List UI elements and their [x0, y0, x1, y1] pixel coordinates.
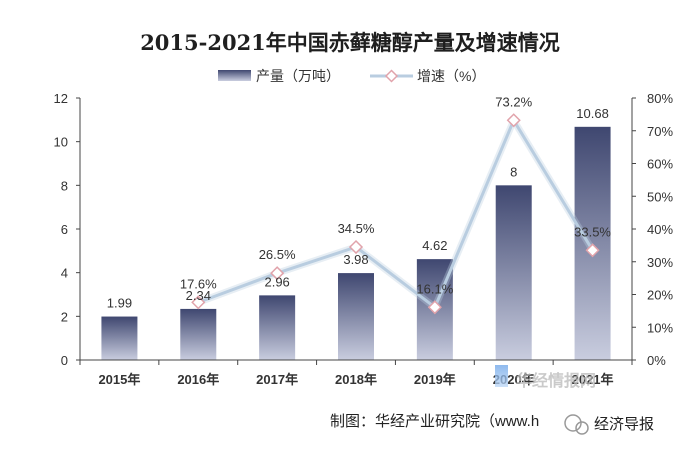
y-right-tick-label: 30% [647, 255, 673, 270]
chart-title: 2015-2021年中国赤藓糖醇产量及增速情况 [140, 30, 560, 55]
watermark-logo [495, 365, 508, 387]
growth-value-label: 33.5% [574, 224, 611, 239]
y-right-tick-label: 50% [647, 189, 673, 204]
bar-value-label: 8 [510, 164, 517, 179]
y-left-tick-label: 12 [54, 91, 68, 106]
legend-bar-label: 产量（万吨） [256, 68, 340, 84]
legend-line-marker [384, 69, 399, 83]
bar-5 [495, 185, 532, 360]
x-tick-label: 2021年 [572, 372, 614, 387]
bar-value-label: 3.98 [343, 252, 368, 267]
y-right-tick-label: 40% [647, 222, 673, 237]
watermark-site: 华经情报网 [516, 371, 596, 390]
bar-0 [101, 316, 138, 360]
bar-3 [338, 273, 374, 360]
bar-value-label: 2.34 [186, 288, 211, 303]
account-watermark: 经济导报 [564, 414, 654, 435]
x-tick-label: 2019年 [414, 372, 456, 387]
growth-value-label: 34.5% [338, 221, 375, 236]
x-tick-label: 2016年 [177, 372, 219, 387]
wechat-icon-inner [575, 421, 589, 435]
legend-bar-swatch [218, 70, 251, 81]
y-right-tick-label: 70% [647, 124, 673, 139]
growth-value-label: 26.5% [259, 247, 296, 262]
growth-marker-6 [585, 243, 600, 258]
bar-value-label: 2.96 [264, 274, 289, 289]
growth-marker-5 [506, 113, 521, 128]
account-name: 经济导报 [594, 416, 654, 433]
bar-series [101, 126, 611, 360]
bar-value-label: 10.68 [576, 106, 609, 121]
growth-marker-4 [427, 300, 442, 315]
growth-value-label: 16.1% [416, 281, 453, 296]
line-series [191, 113, 600, 315]
bar-1 [180, 308, 217, 360]
x-tick-label: 2017年 [256, 372, 298, 387]
y-right-tick-label: 80% [647, 91, 673, 106]
y-left-tick-label: 0 [61, 353, 68, 368]
growth-value-label: 73.2% [495, 94, 532, 109]
growth-marker-3 [348, 239, 364, 255]
y-right-tick-label: 10% [647, 320, 673, 335]
data-labels: 1.99 2.34 2.96 3.98 4.62 8 10.68 17.6% 26.5% 34.5… [107, 94, 612, 310]
growth-value-label: 17.6% [180, 276, 217, 291]
wechat-icon [564, 414, 582, 432]
y-right-tick-label: 0% [647, 353, 666, 368]
source-note: 制图：华经产业研究院（www.h [330, 412, 539, 430]
bar-value-label: 1.99 [107, 296, 132, 311]
y-left-tick-label: 2 [61, 309, 68, 324]
watermark: 华经情报网 [495, 365, 596, 390]
y-left-tick-label: 8 [61, 178, 68, 193]
y-left-tick-label: 10 [54, 135, 68, 150]
bar-2 [259, 295, 296, 360]
legend: 产量（万吨） 增速（%） [218, 68, 485, 84]
legend-line-label: 增速（%） [417, 68, 485, 84]
x-tick-label: 2015年 [98, 372, 140, 387]
y-right-tick-label: 20% [647, 288, 673, 303]
y-left-tick-label: 6 [61, 222, 68, 237]
growth-line [197, 118, 594, 309]
growth-marker-1 [191, 295, 206, 310]
y-right-tick-label: 60% [647, 157, 673, 172]
bar-value-label: 4.62 [422, 238, 447, 253]
y-left-tick-label: 4 [61, 266, 68, 281]
growth-marker-2 [270, 266, 285, 281]
x-tick-label: 2018年 [335, 372, 377, 387]
